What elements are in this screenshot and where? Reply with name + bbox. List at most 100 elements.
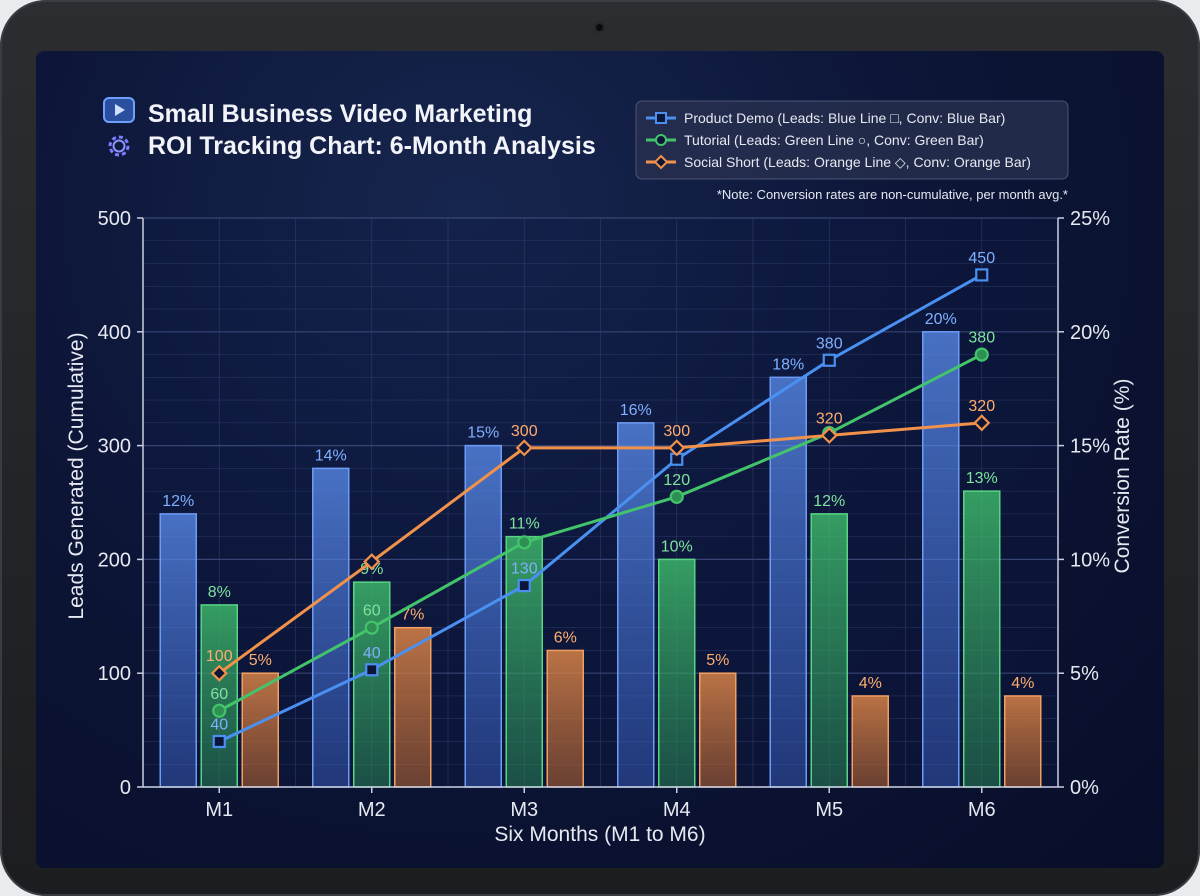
lead-line-tutorial	[218, 353, 983, 713]
y-tick-label: 400	[98, 322, 131, 344]
bar-value-label: 20%	[925, 311, 957, 328]
x-tick-label: M1	[205, 799, 233, 821]
line-value-label: 380	[968, 330, 995, 347]
y-axis-label: Leads Generated (Cumulative)	[65, 332, 88, 619]
conversion-bar-tutorial	[963, 490, 1001, 788]
lead-line-product-demo	[218, 273, 983, 743]
y2-tick-label: 15%	[1070, 436, 1110, 458]
camera-dot	[594, 22, 605, 33]
square-marker	[212, 734, 226, 749]
bar-value-label: 16%	[620, 402, 652, 419]
bar-value-label: 8%	[208, 584, 231, 601]
conversion-bar-product-demo	[312, 467, 350, 788]
conversion-bar-tutorial	[658, 558, 696, 788]
bar-value-label: 4%	[1011, 675, 1034, 692]
y-tick-label: 0	[120, 777, 131, 799]
diamond-marker-icon	[653, 154, 669, 170]
bar-value-label: 12%	[813, 493, 845, 510]
x-axis-label: Six Months (M1 to M6)	[494, 823, 705, 846]
bar-value-label: 10%	[661, 538, 693, 555]
square-marker-icon	[655, 112, 667, 124]
bar-value-label: 5%	[249, 652, 272, 669]
gear-icon	[108, 135, 130, 157]
x-tick-label: M4	[663, 799, 691, 821]
conversion-bar-tutorial	[810, 513, 848, 788]
y2-axis-label: Conversion Rate (%)	[1111, 379, 1134, 574]
bar-value-label: 14%	[315, 447, 347, 464]
diamond-marker	[973, 414, 991, 432]
square-marker	[975, 268, 989, 282]
bar-value-label: 11%	[509, 516, 540, 533]
line-value-label: 450	[968, 250, 995, 267]
diamond-marker	[515, 439, 533, 457]
x-tick-label: M3	[510, 799, 538, 821]
line-value-label: 130	[511, 561, 538, 578]
video-play-icon	[103, 97, 135, 123]
conversion-bars: 12%14%15%16%18%20%8%9%11%10%12%13%5%7%6%…	[159, 311, 1042, 788]
legend-item-product-demo: Product Demo (Leads: Blue Line □, Conv: …	[646, 110, 1005, 126]
y-tick-label: 500	[98, 208, 131, 230]
square-marker	[517, 578, 531, 593]
bar-value-label: 6%	[554, 629, 577, 646]
line-value-label: 320	[816, 410, 843, 427]
legend: Product Demo (Leads: Blue Line □, Conv: …	[635, 100, 1069, 180]
square-marker	[822, 353, 836, 367]
line-value-label: 380	[816, 335, 843, 352]
bar-value-label: 12%	[162, 493, 194, 510]
circle-marker	[517, 535, 532, 550]
bar-value-label: 18%	[772, 356, 804, 373]
diamond-marker	[363, 553, 381, 571]
conversion-bar-social-short	[1004, 695, 1042, 788]
circle-marker	[974, 347, 989, 362]
line-value-label: 300	[663, 423, 690, 440]
bar-value-label: 4%	[859, 675, 882, 692]
y2-tick-label: 25%	[1070, 208, 1110, 230]
x-tick-label: M5	[815, 799, 843, 821]
circle-marker	[364, 620, 379, 635]
chart-title: Small Business Video Marketing	[148, 100, 532, 128]
title-block: Small Business Video Marketing ROI Track…	[103, 97, 596, 160]
conversion-bar-social-short	[241, 672, 279, 788]
lead-line-social-short	[218, 421, 982, 675]
x-tick-label: M2	[358, 799, 386, 821]
y2-tick-label: 10%	[1070, 549, 1110, 571]
line-value-label: 120	[663, 472, 690, 489]
legend-label-tutorial: Tutorial (Leads: Green Line ○, Conv: Gre…	[684, 132, 984, 148]
y-tick-label: 100	[98, 663, 131, 685]
diamond-marker	[820, 426, 838, 444]
bar-value-label: 7%	[401, 607, 424, 624]
grid	[142, 217, 1059, 788]
y-tick-label: 200	[98, 549, 131, 571]
circle-marker	[212, 703, 227, 718]
legend-item-tutorial: Tutorial (Leads: Green Line ○, Conv: Gre…	[646, 132, 984, 148]
y-tick-label: 300	[98, 436, 131, 458]
legend-label-social-short: Social Short (Leads: Orange Line ◇, Conv…	[684, 154, 1031, 170]
chart-subtitle: ROI Tracking Chart: 6-Month Analysis	[148, 132, 596, 160]
line-value-label: 100	[206, 648, 233, 665]
line-value-label: 60	[363, 603, 381, 620]
legend-item-social-short: Social Short (Leads: Orange Line ◇, Conv…	[646, 154, 1031, 170]
circle-marker-icon	[655, 134, 667, 146]
x-tick-label: M6	[968, 799, 996, 821]
line-value-label: 40	[363, 645, 381, 662]
axes: 0 100 200 300 400 500 0% 5% 10% 15% 20% 25% M1 M2 M3 M4…	[98, 208, 1111, 821]
line-value-label: 300	[511, 423, 538, 440]
circle-marker	[669, 489, 684, 504]
conversion-bar-product-demo	[159, 513, 197, 788]
square-marker	[365, 663, 379, 677]
conversion-bar-social-short	[546, 649, 584, 788]
line-value-label: 320	[968, 398, 995, 415]
conversion-bar-social-short	[699, 672, 737, 788]
roi-chart: Small Business Video Marketing ROI Track…	[65, 97, 1134, 846]
conversion-bar-social-short	[394, 626, 432, 788]
y2-tick-label: 5%	[1070, 663, 1099, 685]
chart-note: *Note: Conversion rates are non-cumulati…	[717, 187, 1068, 202]
line-value-label: 40	[210, 716, 228, 733]
lead-lines: 40 40 130 380 450 60 60 120 380 100 300 300 320 320	[206, 250, 995, 749]
diamond-marker	[668, 439, 686, 457]
y2-tick-label: 20%	[1070, 322, 1110, 344]
y2-tick-label: 0%	[1070, 777, 1099, 799]
conversion-bar-social-short	[851, 695, 889, 788]
line-value-label: 60	[210, 686, 228, 703]
